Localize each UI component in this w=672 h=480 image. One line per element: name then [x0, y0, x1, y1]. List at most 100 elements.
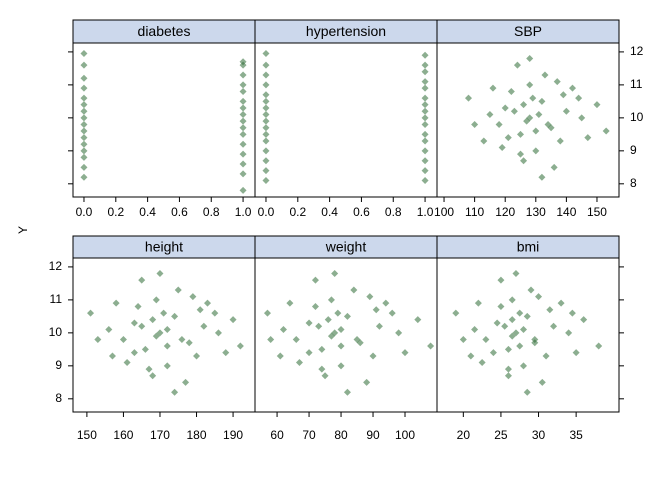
point	[343, 388, 351, 396]
point	[315, 322, 323, 330]
point	[318, 365, 326, 373]
point	[520, 101, 528, 109]
point	[276, 352, 284, 360]
panel-title: height	[145, 239, 183, 255]
point	[262, 97, 270, 105]
point	[504, 365, 512, 373]
point	[508, 332, 516, 340]
point	[421, 147, 429, 155]
point	[119, 335, 127, 343]
point	[182, 378, 190, 386]
point	[239, 150, 247, 158]
point	[80, 50, 88, 58]
point	[262, 147, 270, 155]
point	[80, 127, 88, 135]
point	[130, 319, 138, 327]
point	[305, 349, 313, 357]
point	[421, 107, 429, 115]
point	[513, 61, 521, 69]
point	[565, 329, 573, 337]
point	[532, 127, 540, 135]
point	[532, 147, 540, 155]
point	[105, 326, 113, 334]
point	[519, 326, 527, 334]
point	[193, 352, 201, 360]
point	[171, 388, 179, 396]
point	[602, 127, 610, 135]
x-tick-label: 60	[270, 428, 284, 442]
point	[178, 335, 186, 343]
x-tick-label: 0.4	[139, 205, 156, 219]
point	[80, 153, 88, 161]
point	[163, 326, 171, 334]
point	[421, 130, 429, 138]
point	[546, 306, 554, 314]
point	[508, 296, 516, 304]
point	[366, 293, 374, 301]
point	[152, 332, 160, 340]
point	[262, 124, 270, 132]
point	[553, 78, 561, 86]
point	[80, 101, 88, 109]
point	[292, 335, 300, 343]
point	[517, 130, 525, 138]
point	[501, 322, 509, 330]
point	[421, 68, 429, 76]
x-tick-label: 140	[556, 205, 576, 219]
point	[262, 137, 270, 145]
point	[395, 329, 403, 337]
point	[189, 293, 197, 301]
point	[327, 296, 335, 304]
y-tick-label: 11	[50, 292, 63, 306]
x-tick-label: 0.0	[258, 205, 275, 219]
point	[375, 322, 383, 330]
point	[421, 137, 429, 145]
point	[452, 309, 460, 317]
point	[163, 342, 171, 350]
point	[262, 167, 270, 175]
x-tick-label: 0.0	[76, 205, 93, 219]
point	[526, 54, 534, 62]
point	[236, 342, 244, 350]
point	[112, 299, 120, 307]
panel-title: SBP	[514, 23, 542, 39]
point	[80, 140, 88, 148]
x-tick-label: 20	[457, 428, 471, 442]
point	[239, 58, 247, 66]
point	[535, 293, 543, 301]
point	[262, 81, 270, 89]
point	[262, 61, 270, 69]
point	[94, 335, 102, 343]
point	[80, 84, 88, 92]
point	[337, 362, 345, 370]
x-tick-label: 25	[494, 428, 508, 442]
point	[262, 50, 270, 58]
point	[501, 104, 509, 112]
point	[495, 120, 503, 128]
point	[497, 276, 505, 284]
point	[262, 130, 270, 138]
point	[497, 302, 505, 310]
point	[80, 107, 88, 115]
x-tick-label: 0.2	[289, 205, 306, 219]
point	[471, 326, 479, 334]
point	[538, 378, 546, 386]
point	[529, 94, 537, 102]
point	[507, 87, 515, 95]
y-tick-label: 9	[630, 143, 637, 157]
point	[149, 316, 157, 324]
x-tick-label: 35	[569, 428, 583, 442]
point	[262, 104, 270, 112]
x-tick-label: 130	[526, 205, 546, 219]
point	[557, 299, 565, 307]
y-tick-label: 10	[630, 110, 644, 124]
point	[512, 269, 520, 277]
point	[262, 71, 270, 79]
point	[171, 312, 179, 320]
point	[239, 117, 247, 125]
point	[262, 117, 270, 125]
point	[239, 140, 247, 148]
x-tick-label: 80	[334, 428, 348, 442]
point	[421, 177, 429, 185]
